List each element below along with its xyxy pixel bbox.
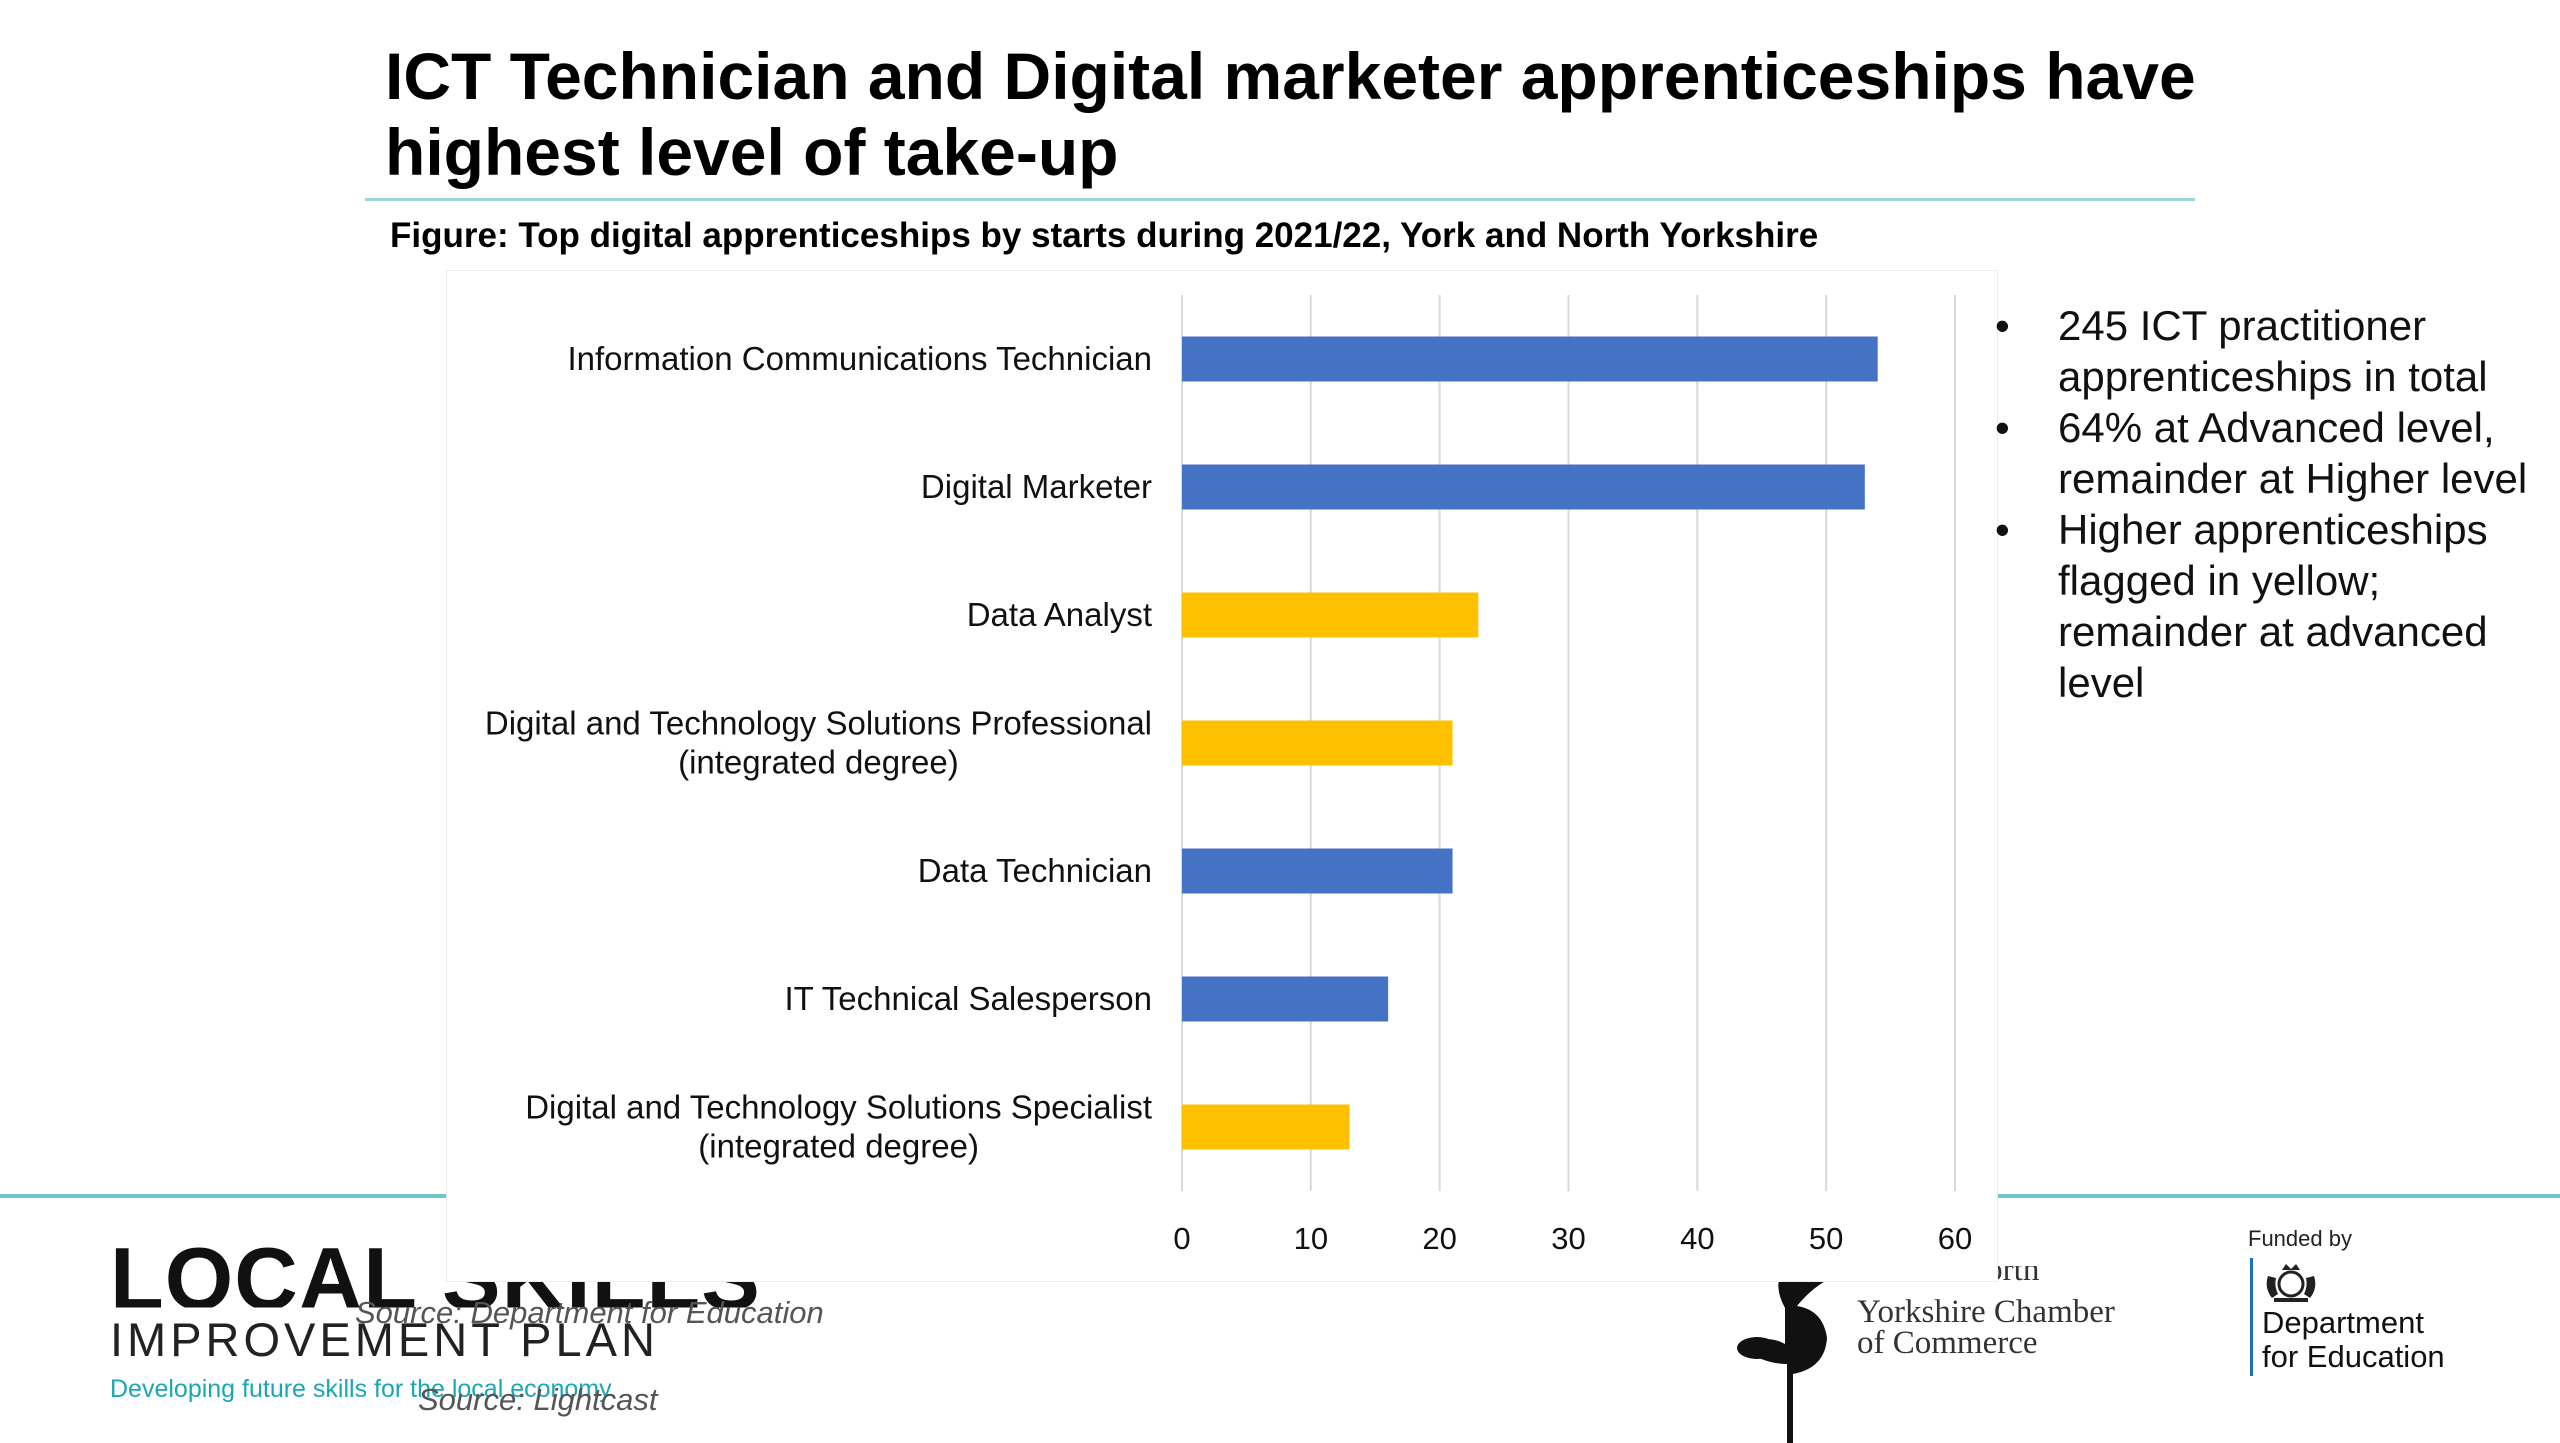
bar (1182, 848, 1453, 894)
bullet-icon: • (1995, 506, 2010, 553)
category-label: (integrated degree) (678, 744, 959, 781)
category-label: Data Analyst (967, 596, 1152, 633)
x-tick-label: 0 (1173, 1221, 1190, 1256)
category-label: Digital and Technology Solutions Special… (525, 1089, 1152, 1126)
x-tick-label: 30 (1551, 1221, 1585, 1256)
royal-crest-icon (2266, 1264, 2316, 1302)
bar (1182, 976, 1389, 1022)
dfe-logo-line1: Department (2262, 1305, 2424, 1340)
category-label: (integrated degree) (698, 1128, 979, 1165)
bullet-icon: • (1995, 404, 2010, 451)
source-dfe: Source: Department for Education (355, 1295, 824, 1330)
slide-title: ICT Technician and Digital marketer appr… (385, 39, 2196, 189)
chamber-logo-line2: Yorkshire Chamber (1857, 1294, 2115, 1330)
bar-chart: 0 10 20 30 40 50 60 Information Communications … (485, 295, 1972, 1256)
key-point-text: Higher apprenticeships flagged in yellow… (2058, 506, 2488, 706)
category-label: Information Communications Technician (567, 340, 1152, 377)
bar (1182, 1104, 1350, 1150)
chamber-logo-icon (1737, 1276, 1835, 1443)
key-point: • 245 ICT practitioner apprenticeships in… (1995, 300, 2555, 402)
bar (1182, 592, 1479, 638)
figure-caption: Figure: Top digital apprenticeships by s… (390, 216, 1819, 255)
dfe-logo-line2: for Education (2262, 1339, 2445, 1374)
bullet-icon: • (1995, 302, 2010, 349)
chart-panel: 0 10 20 30 40 50 60 Information Communications … (446, 270, 1998, 1282)
key-points-list: • 245 ICT practitioner apprenticeships in… (1995, 300, 2555, 708)
x-tick-label: 40 (1680, 1221, 1714, 1256)
key-point: • Higher apprenticeships flagged in yello… (1995, 504, 2555, 708)
lsip-logo-tagline: Developing future skills for the local e… (110, 1375, 612, 1403)
dfe-logo-name: Department for Education (2262, 1306, 2445, 1374)
dfe-funded-by: Funded by (2248, 1226, 2352, 1251)
x-tick-label: 50 (1809, 1221, 1843, 1256)
key-point: • 64% at Advanced level, remainder at Hig… (1995, 402, 2555, 504)
key-point-text: 64% at Advanced level, remainder at High… (2058, 404, 2528, 502)
category-label: IT Technical Salesperson (785, 980, 1153, 1017)
bar (1182, 336, 1878, 382)
x-tick-label: 60 (1938, 1221, 1972, 1256)
category-label: Digital Marketer (921, 468, 1152, 505)
category-label: Data Technician (918, 852, 1152, 889)
bar (1182, 464, 1865, 510)
lsip-logo-subtitle: IMPROVEMENT PLAN (110, 1313, 659, 1366)
chamber-logo-line3: of Commerce (1857, 1325, 2038, 1361)
source-lightcast: Source: Lightcast (418, 1382, 658, 1417)
x-tick-label: 20 (1422, 1221, 1456, 1256)
dfe-logo-rule (2250, 1258, 2253, 1376)
key-point-text: 245 ICT practitioner apprenticeships in … (2058, 302, 2488, 400)
title-divider (365, 198, 2195, 201)
bar (1182, 720, 1453, 766)
x-tick-label: 10 (1294, 1221, 1328, 1256)
category-label: Digital and Technology Solutions Profess… (485, 705, 1152, 742)
